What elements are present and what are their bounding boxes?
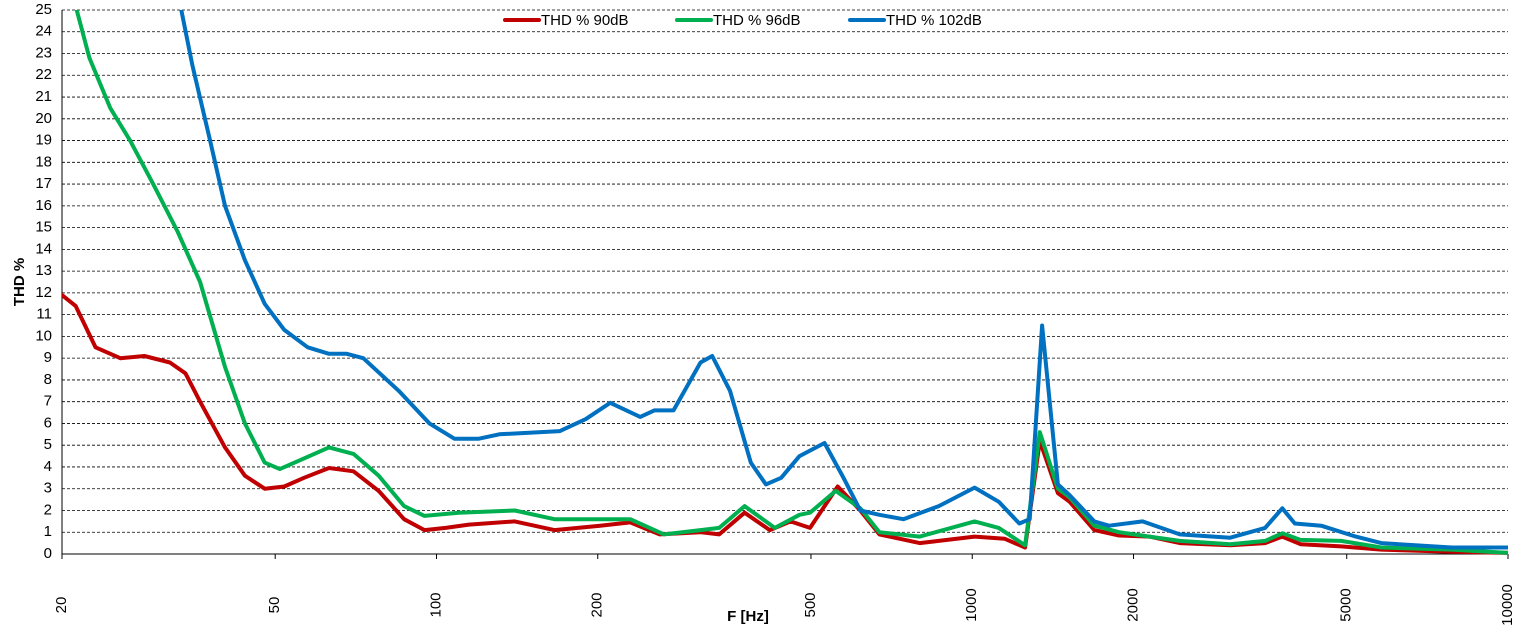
series-line	[62, 293, 1508, 555]
y-tick-label: 0	[44, 545, 52, 562]
legend-label: THD % 102dB	[886, 12, 982, 29]
y-tick-label: 19	[35, 132, 52, 149]
x-tick-label: 100	[427, 592, 444, 617]
y-tick-label: 18	[35, 153, 52, 170]
y-tick-label: 5	[44, 436, 52, 453]
x-tick-label: 20	[53, 597, 70, 614]
y-tick-label: 7	[44, 393, 52, 410]
x-tick-label: 500	[802, 592, 819, 617]
y-tick-label: 17	[35, 175, 52, 192]
x-tick-label: 2000	[1124, 588, 1141, 621]
x-axis-label: F [Hz]	[727, 608, 769, 625]
y-tick-label: 24	[35, 23, 52, 40]
y-tick-label: 13	[35, 262, 52, 279]
y-tick-label: 22	[35, 66, 52, 83]
y-tick-label: 23	[35, 44, 52, 61]
y-tick-label: 9	[44, 349, 52, 366]
y-tick-label: 10	[35, 327, 52, 344]
y-tick-label: 25	[35, 1, 52, 18]
legend-label: THD % 90dB	[541, 12, 629, 29]
y-tick-label: 11	[36, 306, 52, 323]
y-tick-label: 6	[44, 414, 52, 431]
x-tick-label: 50	[266, 597, 283, 614]
y-tick-label: 8	[44, 371, 52, 388]
y-tick-label: 1	[44, 523, 52, 540]
y-tick-label: 20	[35, 110, 52, 127]
legend-label: THD % 96dB	[713, 12, 801, 29]
y-tick-label: 4	[44, 458, 52, 475]
y-tick-label: 16	[35, 197, 52, 214]
series-line	[74, 10, 1508, 555]
y-tick-label: 14	[35, 240, 52, 257]
plot-lines	[62, 10, 1508, 555]
y-axis-label: THD %	[11, 258, 28, 306]
x-tick-label: 5000	[1338, 588, 1355, 621]
x-tick-label: 10000	[1499, 584, 1516, 626]
x-tick-label: 1000	[963, 588, 980, 621]
x-tick-label: 200	[589, 592, 606, 617]
series-line	[179, 10, 1508, 550]
y-tick-label: 21	[35, 88, 52, 105]
y-tick-label: 3	[44, 480, 52, 497]
y-tick-label: 12	[35, 284, 52, 301]
y-tick-label: 15	[35, 219, 52, 236]
y-tick-label: 2	[44, 501, 52, 518]
